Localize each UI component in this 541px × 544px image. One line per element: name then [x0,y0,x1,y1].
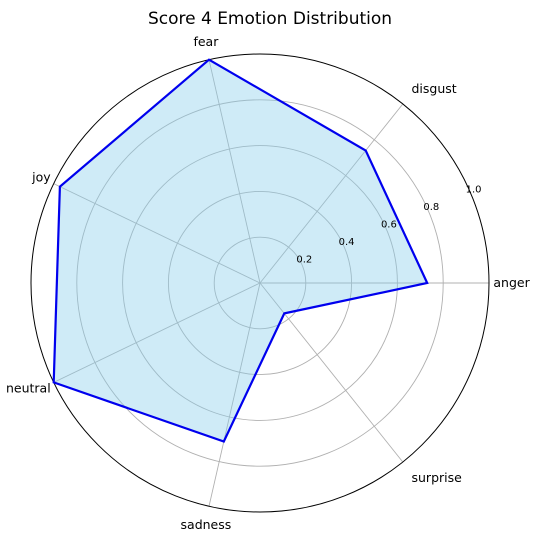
rtick-label: 1.0 [466,184,482,195]
spoke-disgust [259,103,404,284]
spoke-joy [53,183,261,284]
series-layer [52,58,429,443]
axis-label-anger: anger [493,275,530,290]
series-line [52,58,429,443]
spoke-fear [208,59,261,284]
rtick-label: 0.2 [296,255,312,266]
rtick-label: 0.8 [423,202,439,213]
axis-label-fear: fear [193,34,219,49]
rtick-label: 0.6 [381,219,397,230]
axis-label-joy: joy [31,170,51,185]
label-layer: 0.2 0.4 0.6 0.8 1.0 anger disgust fear joy neutra… [6,34,531,532]
polar-frame [30,53,490,513]
spoke-sadness [208,282,261,507]
axis-label-sadness: sadness [181,517,232,532]
axis-label-surprise: surprise [412,470,463,485]
rtick-label: 0.4 [339,237,355,248]
chart-title: Score 4 Emotion Distribution [148,9,392,29]
axis-label-neutral: neutral [6,380,51,395]
series-area [53,59,428,442]
grid-layer [30,53,490,513]
axis-label-disgust: disgust [412,81,457,96]
spoke-neutral [53,282,261,383]
